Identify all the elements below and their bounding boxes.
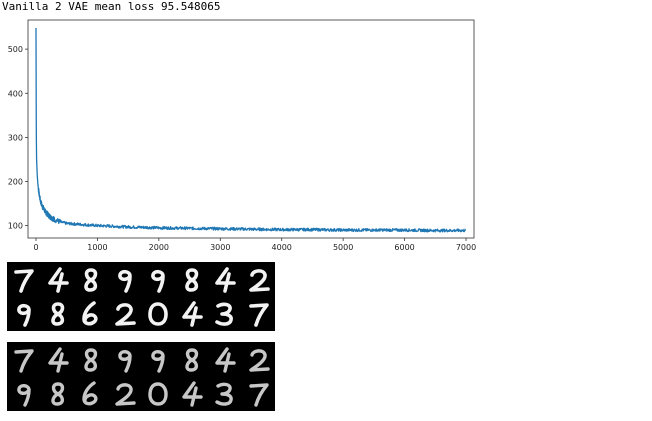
chart-axes: 0 1000 2000 3000 4000 5000 6000 7000 100 200 300 40…	[8, 19, 476, 250]
original-digits-image	[7, 262, 275, 331]
reconstructed-digit-4	[181, 381, 203, 407]
loss-line	[35, 27, 467, 233]
x-tick-label: 2000	[149, 243, 169, 250]
x-tick-label: 3000	[210, 243, 230, 250]
reconstructed-digit-9	[17, 384, 31, 407]
reconstructed-digit-9	[117, 350, 132, 373]
y-tick-label: 400	[8, 89, 23, 98]
x-tick-label: 1000	[87, 243, 107, 250]
original-digit-7	[248, 303, 269, 327]
original-digit-2	[114, 303, 136, 326]
reconstructed-digit-9	[151, 350, 165, 373]
reconstructed-digit-4	[47, 347, 69, 373]
y-tick-label: 100	[8, 222, 23, 231]
reconstructed-digit-2	[114, 383, 136, 406]
reconstructed-digit-7	[248, 383, 269, 407]
original-digit-4	[47, 267, 69, 293]
original-digit-9	[117, 269, 132, 293]
original-digit-3	[215, 302, 233, 326]
reconstructed-digit-4	[215, 347, 236, 373]
original-digit-8	[50, 302, 64, 326]
x-tick-label: 7000	[456, 243, 476, 250]
original-digit-8	[84, 268, 98, 292]
x-tick-label: 6000	[394, 243, 414, 250]
original-digit-8	[184, 268, 198, 292]
reconstructed-digit-8	[84, 348, 98, 372]
y-tick-label: 300	[8, 133, 23, 142]
reconstructed-digit-2	[248, 349, 270, 372]
original-digit-2	[248, 269, 270, 292]
y-tick-label: 200	[8, 178, 23, 187]
original-digit-9	[151, 269, 165, 293]
x-tick-label: 0	[33, 243, 38, 250]
output-text: Vanilla 2 VAE mean loss 95.548065	[2, 0, 221, 13]
plot-frame	[27, 19, 475, 239]
reconstructed-digit-3	[215, 382, 233, 406]
chart-series	[35, 27, 467, 233]
original-digit-0	[148, 302, 168, 326]
loss-chart: 0 1000 2000 3000 4000 5000 6000 7000 100 200 300 40…	[8, 19, 476, 250]
x-tick-label: 4000	[272, 243, 292, 250]
original-digit-9	[17, 303, 31, 327]
reconstructed-digit-7	[14, 349, 34, 373]
original-digit-6	[82, 301, 98, 326]
original-digit-7	[14, 269, 34, 293]
y-tick-label: 500	[8, 45, 23, 54]
original-digit-4	[215, 267, 236, 293]
x-tick-label: 5000	[333, 243, 353, 250]
reconstructed-digit-0	[148, 382, 168, 406]
reconstructed-digit-6	[82, 381, 98, 406]
original-digit-4	[181, 301, 203, 327]
reconstructed-digit-8	[184, 348, 198, 372]
reconstructed-digits-image	[7, 342, 275, 411]
reconstructed-digit-8	[50, 382, 64, 406]
